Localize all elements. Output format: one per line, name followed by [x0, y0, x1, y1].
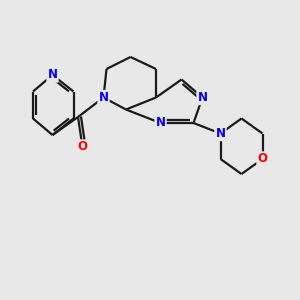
- Text: N: N: [47, 68, 58, 82]
- Text: N: N: [215, 127, 226, 140]
- Text: N: N: [155, 116, 166, 130]
- Text: N: N: [98, 91, 109, 104]
- Text: O: O: [257, 152, 268, 166]
- Text: O: O: [77, 140, 88, 154]
- Text: N: N: [197, 91, 208, 104]
